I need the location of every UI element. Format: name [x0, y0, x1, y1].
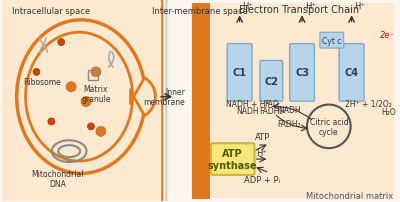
Text: H⁺: H⁺	[354, 2, 366, 11]
Text: NADH + H⁺: NADH + H⁺	[226, 99, 269, 108]
FancyBboxPatch shape	[260, 61, 283, 102]
Ellipse shape	[26, 33, 133, 161]
Text: ATP: ATP	[255, 133, 270, 142]
FancyBboxPatch shape	[339, 44, 364, 102]
Text: C2: C2	[264, 76, 278, 86]
FancyBboxPatch shape	[227, 44, 252, 102]
Text: Electron Transport Chain: Electron Transport Chain	[239, 5, 359, 15]
Text: H₂O: H₂O	[381, 107, 396, 116]
Text: C1: C1	[233, 68, 247, 78]
Text: NADH: NADH	[278, 105, 300, 115]
FancyBboxPatch shape	[0, 0, 162, 202]
FancyBboxPatch shape	[320, 33, 344, 49]
Text: Ribosome: Ribosome	[24, 78, 61, 87]
Circle shape	[91, 68, 101, 77]
FancyBboxPatch shape	[290, 44, 314, 102]
Circle shape	[307, 105, 351, 148]
Circle shape	[81, 97, 91, 107]
Text: Matrix
granule: Matrix granule	[81, 84, 111, 104]
Circle shape	[66, 82, 76, 92]
Text: Citric acid
cycle: Citric acid cycle	[310, 117, 348, 136]
Text: H⁺: H⁺	[243, 2, 254, 11]
Text: FADH₂: FADH₂	[260, 106, 283, 115]
Text: Intracellular space: Intracellular space	[12, 7, 90, 16]
Bar	[210, 4, 394, 198]
Circle shape	[48, 118, 55, 125]
Text: FADH₂: FADH₂	[277, 119, 301, 128]
Text: Cyt c: Cyt c	[322, 37, 342, 45]
Bar	[171, 4, 192, 198]
Text: 2e⁻: 2e⁻	[380, 31, 395, 40]
Text: H⁺: H⁺	[305, 2, 316, 11]
Text: Mitochondrial matrix: Mitochondrial matrix	[306, 191, 393, 200]
Text: 2H⁺ + 1/2O₂: 2H⁺ + 1/2O₂	[345, 99, 392, 108]
Bar	[88, 70, 98, 80]
Text: C4: C4	[345, 68, 359, 78]
Text: FAD: FAD	[264, 99, 279, 108]
Circle shape	[88, 123, 94, 130]
Text: H⁺: H⁺	[256, 148, 267, 157]
Circle shape	[58, 39, 65, 46]
Text: Mitochondrial
DNA: Mitochondrial DNA	[31, 169, 84, 188]
Text: ATP
synthase: ATP synthase	[208, 148, 258, 170]
Text: Inter-membrane space: Inter-membrane space	[152, 7, 248, 16]
Text: C3: C3	[295, 68, 309, 78]
Circle shape	[33, 69, 40, 76]
FancyBboxPatch shape	[166, 0, 400, 202]
FancyBboxPatch shape	[211, 143, 254, 175]
Bar	[192, 3, 210, 199]
Text: ADP + Pᵢ: ADP + Pᵢ	[244, 175, 280, 184]
Circle shape	[96, 127, 106, 137]
Text: Inner
membrane: Inner membrane	[143, 87, 185, 107]
Ellipse shape	[17, 21, 146, 174]
Text: NADH: NADH	[236, 106, 259, 115]
Wedge shape	[134, 78, 155, 116]
